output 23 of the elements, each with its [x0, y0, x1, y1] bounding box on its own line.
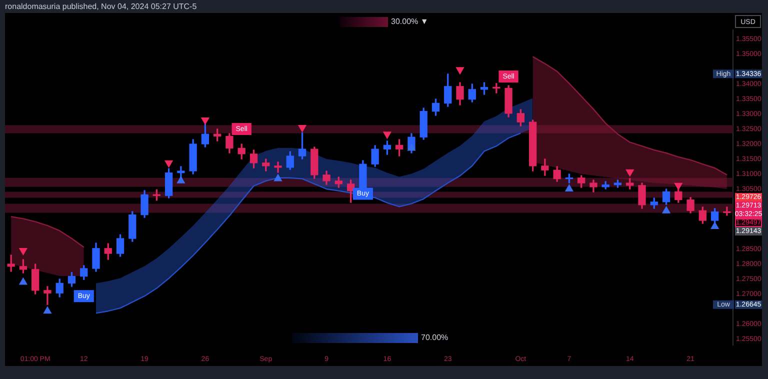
point [565, 184, 574, 192]
candlestick [723, 206, 731, 216]
text: ronaldomasuria published, Nov 04, 2024 05:27 UTC-5 [5, 2, 198, 12]
point [298, 125, 306, 132]
point [201, 118, 210, 124]
text: 30.00% ▼ [391, 17, 428, 26]
point [626, 169, 634, 176]
point [176, 176, 185, 184]
point [44, 306, 52, 314]
point [19, 278, 28, 285]
point [274, 174, 282, 182]
point [710, 222, 719, 229]
point [164, 160, 173, 168]
annotation: 70.00% [421, 333, 448, 342]
point [674, 182, 682, 190]
point [383, 132, 392, 139]
point [19, 248, 28, 255]
candlestick [7, 254, 15, 272]
candlestick [274, 162, 282, 173]
point [456, 67, 464, 74]
point [662, 206, 670, 214]
point [408, 144, 416, 151]
candlestick [44, 286, 52, 305]
